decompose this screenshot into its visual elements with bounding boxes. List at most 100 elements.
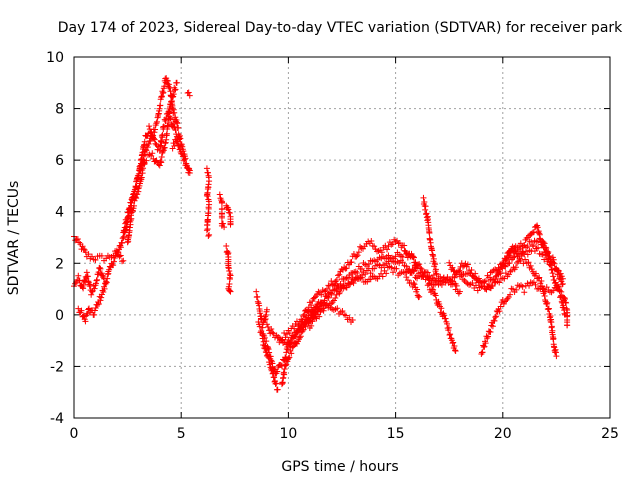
- data-point: [269, 360, 276, 367]
- y-axis-label: SDTVAR / TECUs: [6, 181, 22, 296]
- data-point: [491, 317, 498, 324]
- data-point: [390, 269, 397, 276]
- data-point: [75, 272, 82, 279]
- data-point: [317, 308, 324, 315]
- data-point: [526, 282, 533, 289]
- data-point: [546, 253, 553, 260]
- data-point: [286, 330, 293, 337]
- data-point: [563, 305, 570, 312]
- data-point: [119, 258, 126, 265]
- data-point: [550, 273, 557, 280]
- data-point: [148, 128, 155, 135]
- data-point: [133, 195, 140, 202]
- data-point: [80, 246, 87, 253]
- data-point: [143, 147, 150, 154]
- chart-title: Day 174 of 2023, Sidereal Day-to-day VTE…: [58, 20, 623, 36]
- data-point: [103, 278, 110, 285]
- data-point: [226, 209, 233, 216]
- data-point: [279, 336, 286, 343]
- data-point: [274, 368, 281, 375]
- data-point: [514, 259, 521, 266]
- data-point: [262, 345, 269, 352]
- data-point: [410, 254, 417, 261]
- data-point: [539, 241, 546, 248]
- x-tick-label: 10: [279, 426, 297, 442]
- data-point: [371, 265, 378, 272]
- data-point: [292, 320, 299, 327]
- data-point: [436, 301, 443, 308]
- data-point: [452, 347, 459, 354]
- data-point: [552, 279, 559, 286]
- data-point: [538, 278, 545, 285]
- data-point: [333, 291, 340, 298]
- data-point: [541, 245, 548, 252]
- data-point: [449, 264, 456, 271]
- data-point: [92, 304, 99, 311]
- data-point: [126, 224, 133, 231]
- data-point: [429, 286, 436, 293]
- data-point: [561, 295, 568, 302]
- data-point: [325, 294, 332, 301]
- data-point: [98, 252, 105, 259]
- data-point: [80, 281, 87, 288]
- data-point: [143, 157, 150, 164]
- data-point: [281, 330, 288, 337]
- data-point: [227, 272, 234, 279]
- data-point: [124, 215, 131, 222]
- data-point: [166, 116, 173, 123]
- data-point: [342, 275, 349, 282]
- data-point: [263, 352, 270, 359]
- data-point: [263, 306, 270, 313]
- data-point: [253, 288, 260, 295]
- data-point: [165, 81, 172, 88]
- data-point: [558, 288, 565, 295]
- data-point: [348, 259, 355, 266]
- data-point: [153, 118, 160, 125]
- data-point: [290, 343, 297, 350]
- data-point: [501, 298, 508, 305]
- data-point: [553, 353, 560, 360]
- data-point: [283, 349, 290, 356]
- data-point: [346, 314, 353, 321]
- data-point: [78, 307, 85, 314]
- data-point: [410, 267, 417, 274]
- data-point: [495, 264, 502, 271]
- data-point: [536, 235, 543, 242]
- data-point: [348, 279, 355, 286]
- data-point: [432, 261, 439, 268]
- data-point: [92, 257, 99, 264]
- data-point: [131, 202, 138, 209]
- data-point: [384, 246, 391, 253]
- data-point: [541, 292, 548, 299]
- data-point: [226, 280, 233, 287]
- data-point: [335, 272, 342, 279]
- data-point: [544, 299, 551, 306]
- data-point: [312, 308, 319, 315]
- data-point: [550, 256, 557, 263]
- data-point: [371, 243, 378, 250]
- data-point: [493, 313, 500, 320]
- data-point: [115, 249, 122, 256]
- data-point: [163, 77, 170, 84]
- data-point: [91, 311, 98, 318]
- data-point: [186, 165, 193, 172]
- data-point: [415, 261, 422, 268]
- data-point: [333, 276, 340, 283]
- data-point: [521, 289, 528, 296]
- data-point: [258, 327, 265, 334]
- data-point: [343, 265, 350, 272]
- data-point: [151, 136, 158, 143]
- data-point: [153, 120, 160, 127]
- data-point: [158, 93, 165, 100]
- data-point: [135, 188, 142, 195]
- data-point: [176, 142, 183, 149]
- data-point: [469, 280, 476, 287]
- data-point: [220, 220, 227, 227]
- data-point: [548, 267, 555, 274]
- data-point: [297, 333, 304, 340]
- data-point: [95, 269, 102, 276]
- data-point: [416, 261, 423, 268]
- y-tick-label: 10: [46, 50, 64, 66]
- data-point: [550, 335, 557, 342]
